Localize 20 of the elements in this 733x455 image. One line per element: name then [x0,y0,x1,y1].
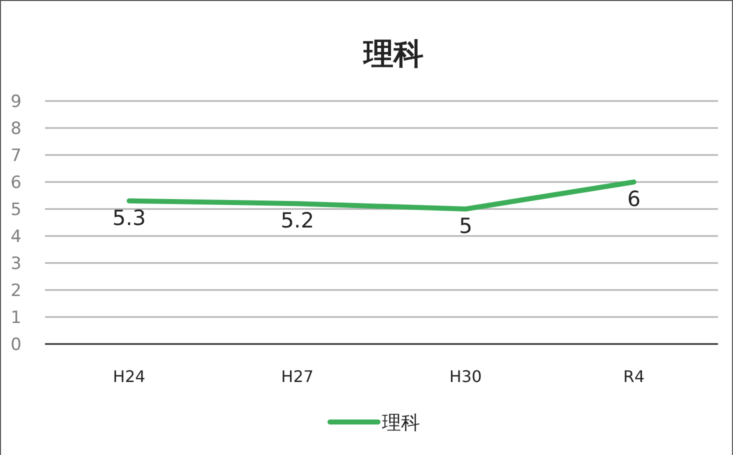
data-label: 6 [627,187,641,211]
y-tick-label: 8 [10,119,22,139]
y-tick-label: 7 [10,146,22,166]
data-label: 5.3 [112,206,146,230]
y-tick-label: 0 [10,335,22,355]
y-tick-label: 4 [10,227,22,247]
y-tick-label: 3 [10,254,22,274]
legend-label: 理科 [382,412,420,434]
y-tick-label: 5 [10,200,22,220]
y-tick-label: 1 [10,308,22,328]
data-label: 5.2 [280,208,314,233]
chart-title: 理科 [362,37,424,72]
x-tick-label: H30 [449,367,482,386]
x-tick-label: R4 [623,367,645,386]
y-tick-label: 9 [10,92,22,112]
y-tick-label: 2 [10,281,22,301]
data-label: 5 [458,214,472,238]
y-tick-label: 6 [10,173,22,193]
x-tick-label: H24 [112,367,146,386]
x-tick-label: H27 [281,367,314,386]
